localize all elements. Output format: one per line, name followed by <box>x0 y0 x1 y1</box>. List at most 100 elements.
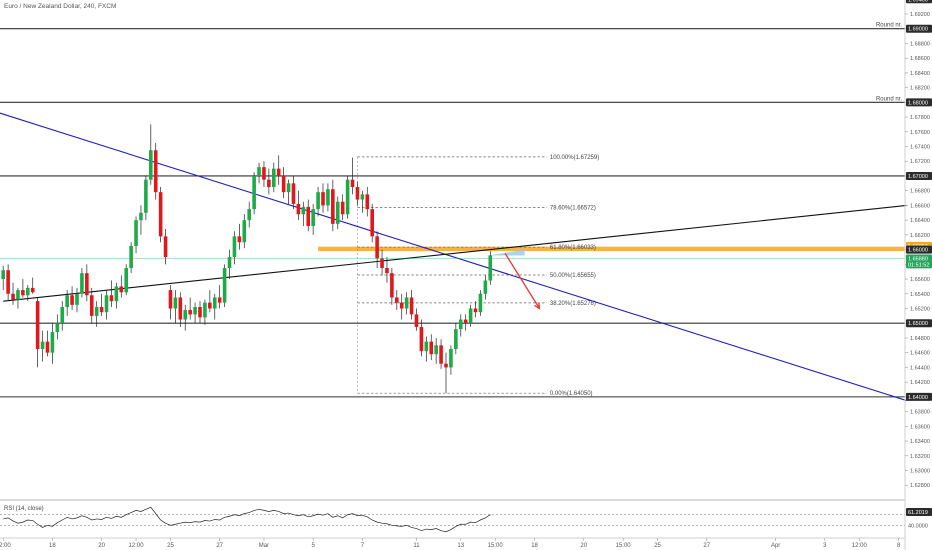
candle-body[interactable] <box>129 245 133 269</box>
candle-body[interactable] <box>463 319 468 324</box>
candle-body[interactable] <box>60 307 65 324</box>
candle-body[interactable] <box>321 192 325 206</box>
candle-body[interactable] <box>45 341 50 353</box>
trendline-downtrend[interactable] <box>0 98 907 402</box>
candle-body[interactable] <box>40 341 45 350</box>
candle-body[interactable] <box>183 309 188 320</box>
candle-body[interactable] <box>70 295 74 305</box>
resistance-zone-rect[interactable] <box>318 246 906 252</box>
candle-body[interactable] <box>6 270 10 294</box>
candle-body[interactable] <box>109 295 114 302</box>
candle-body[interactable] <box>203 302 207 318</box>
candle-body[interactable] <box>35 301 40 350</box>
candle-body[interactable] <box>390 273 394 298</box>
candle-body[interactable] <box>350 179 355 188</box>
candle-body[interactable] <box>340 201 345 215</box>
candle-body[interactable] <box>198 307 202 318</box>
candle-body[interactable] <box>173 297 178 309</box>
candle-body[interactable] <box>286 183 291 193</box>
candle-body[interactable] <box>272 168 276 188</box>
candle-body[interactable] <box>488 255 493 281</box>
candle-body[interactable] <box>75 293 79 305</box>
candle-body[interactable] <box>30 287 35 293</box>
candle-body[interactable] <box>370 209 374 237</box>
candle-body[interactable] <box>454 329 458 350</box>
candle-body[interactable] <box>21 290 25 296</box>
candle-body[interactable] <box>331 189 335 224</box>
candle-body[interactable] <box>158 192 163 237</box>
candle-body[interactable] <box>153 150 158 193</box>
candle-body[interactable] <box>114 286 119 302</box>
candle-body[interactable] <box>227 256 232 269</box>
candle-body[interactable] <box>217 297 222 303</box>
candle-body[interactable] <box>257 167 261 176</box>
candle-body[interactable] <box>232 236 237 257</box>
candle-body[interactable] <box>50 332 55 353</box>
candle-body[interactable] <box>296 203 301 215</box>
candle-body[interactable] <box>291 183 296 204</box>
candle-body[interactable] <box>193 307 197 315</box>
candle-body[interactable] <box>252 175 256 210</box>
candle-body[interactable] <box>144 179 148 213</box>
candle-body[interactable] <box>262 167 266 180</box>
candle-body[interactable] <box>149 150 153 180</box>
candle-body[interactable] <box>208 302 212 309</box>
candle-body[interactable] <box>247 209 251 221</box>
candle-body[interactable] <box>276 168 281 176</box>
trendline-rising[interactable] <box>3 204 907 302</box>
candle-body[interactable] <box>399 302 404 309</box>
candle-body[interactable] <box>26 287 30 296</box>
candle-body[interactable] <box>355 187 360 200</box>
candle-body[interactable] <box>395 297 399 303</box>
candle-body[interactable] <box>345 179 350 215</box>
candle-body[interactable] <box>134 220 138 246</box>
candle-body[interactable] <box>80 273 84 294</box>
candle-body[interactable] <box>449 349 453 368</box>
candle-body[interactable] <box>104 295 109 313</box>
projection-arrow-shaft[interactable] <box>504 252 541 309</box>
candle-body[interactable] <box>316 192 320 210</box>
candle-body[interactable] <box>306 206 311 227</box>
candle-body[interactable] <box>65 295 69 308</box>
candle-body[interactable] <box>483 280 488 294</box>
candle-body[interactable] <box>163 236 168 257</box>
candle-body[interactable] <box>267 179 271 188</box>
candle-body[interactable] <box>222 268 227 303</box>
candle-body[interactable] <box>439 345 443 364</box>
candle-body[interactable] <box>124 268 128 293</box>
candle-body[interactable] <box>242 220 247 243</box>
candle-body[interactable] <box>380 258 384 269</box>
candle-body[interactable] <box>414 314 419 327</box>
candle-body[interactable] <box>1 270 5 280</box>
time-axis[interactable]: 12:00 18 20 12:00 25 27 Mar 5 7 11 13 15:00 18 20 15:0… <box>0 537 905 549</box>
candle-body[interactable] <box>168 290 173 309</box>
candle-body[interactable] <box>419 326 424 352</box>
candle-body[interactable] <box>94 307 99 316</box>
price-axis[interactable]: 1.69400 1.69200 1.69000 1.68800 1.68600 1.684… <box>904 0 932 550</box>
candle-body[interactable] <box>478 293 483 313</box>
candle-body[interactable] <box>404 297 409 309</box>
candle-body[interactable] <box>326 189 330 206</box>
candle-body[interactable] <box>301 206 306 215</box>
candle-body[interactable] <box>55 323 60 333</box>
candle-body[interactable] <box>85 273 89 296</box>
candle-body[interactable] <box>178 297 183 320</box>
candle-body[interactable] <box>473 308 478 313</box>
candle-body[interactable] <box>237 236 242 243</box>
candle-body[interactable] <box>16 290 20 300</box>
candle-body[interactable] <box>434 345 438 355</box>
candle-body[interactable] <box>429 341 434 355</box>
candle-body[interactable] <box>409 297 414 315</box>
candle-body[interactable] <box>311 209 315 227</box>
candle-body[interactable] <box>424 341 429 352</box>
candle-body[interactable] <box>188 309 192 315</box>
candle-body[interactable] <box>385 268 389 274</box>
candle-body[interactable] <box>468 308 473 324</box>
candle-body[interactable] <box>365 194 370 210</box>
candle-body[interactable] <box>444 363 448 368</box>
candle-body[interactable] <box>458 319 463 330</box>
candle-body[interactable] <box>212 297 217 309</box>
candle-body[interactable] <box>99 307 104 313</box>
candle-body[interactable] <box>360 194 365 200</box>
candle-body[interactable] <box>89 295 94 316</box>
